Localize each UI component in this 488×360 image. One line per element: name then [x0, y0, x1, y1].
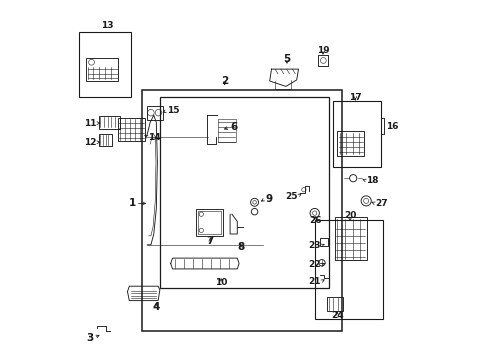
- Bar: [118, 118, 144, 141]
- Bar: [99, 116, 120, 129]
- Text: 25: 25: [285, 192, 297, 201]
- Text: 21: 21: [308, 277, 321, 286]
- Text: 9: 9: [265, 194, 272, 204]
- Text: 5: 5: [283, 54, 290, 64]
- Text: 1: 1: [128, 198, 136, 208]
- Text: 16: 16: [385, 122, 397, 131]
- Text: 8: 8: [237, 242, 244, 252]
- Text: 7: 7: [206, 236, 214, 246]
- Bar: [320, 238, 327, 246]
- Bar: [99, 134, 112, 146]
- Bar: [196, 209, 223, 236]
- Bar: [86, 58, 118, 81]
- Text: 12: 12: [83, 138, 96, 147]
- Text: 24: 24: [330, 310, 343, 320]
- Bar: [326, 297, 343, 311]
- Text: 3: 3: [86, 333, 94, 343]
- Bar: [332, 101, 381, 167]
- Text: 19: 19: [316, 46, 328, 55]
- Text: 20: 20: [343, 211, 355, 220]
- Bar: [314, 220, 382, 319]
- Text: 17: 17: [348, 93, 361, 102]
- Text: 2: 2: [221, 76, 228, 86]
- Text: 27: 27: [374, 199, 386, 208]
- Text: 15: 15: [167, 106, 179, 115]
- Text: 13: 13: [101, 21, 113, 30]
- Text: 11: 11: [83, 118, 96, 127]
- Bar: [218, 119, 235, 142]
- Text: 23: 23: [308, 241, 321, 250]
- Bar: [146, 106, 163, 120]
- Bar: [198, 211, 220, 234]
- Bar: [79, 32, 131, 97]
- Text: 26: 26: [309, 216, 322, 225]
- Bar: [160, 97, 328, 288]
- Bar: [337, 131, 364, 156]
- Bar: [142, 90, 341, 331]
- Bar: [334, 217, 366, 260]
- Text: 4: 4: [152, 302, 160, 312]
- Text: 18: 18: [366, 176, 378, 185]
- Bar: [318, 55, 328, 66]
- Text: 6: 6: [230, 122, 237, 132]
- Text: 14: 14: [148, 133, 161, 142]
- Text: 22: 22: [308, 260, 321, 269]
- Text: 10: 10: [214, 278, 227, 287]
